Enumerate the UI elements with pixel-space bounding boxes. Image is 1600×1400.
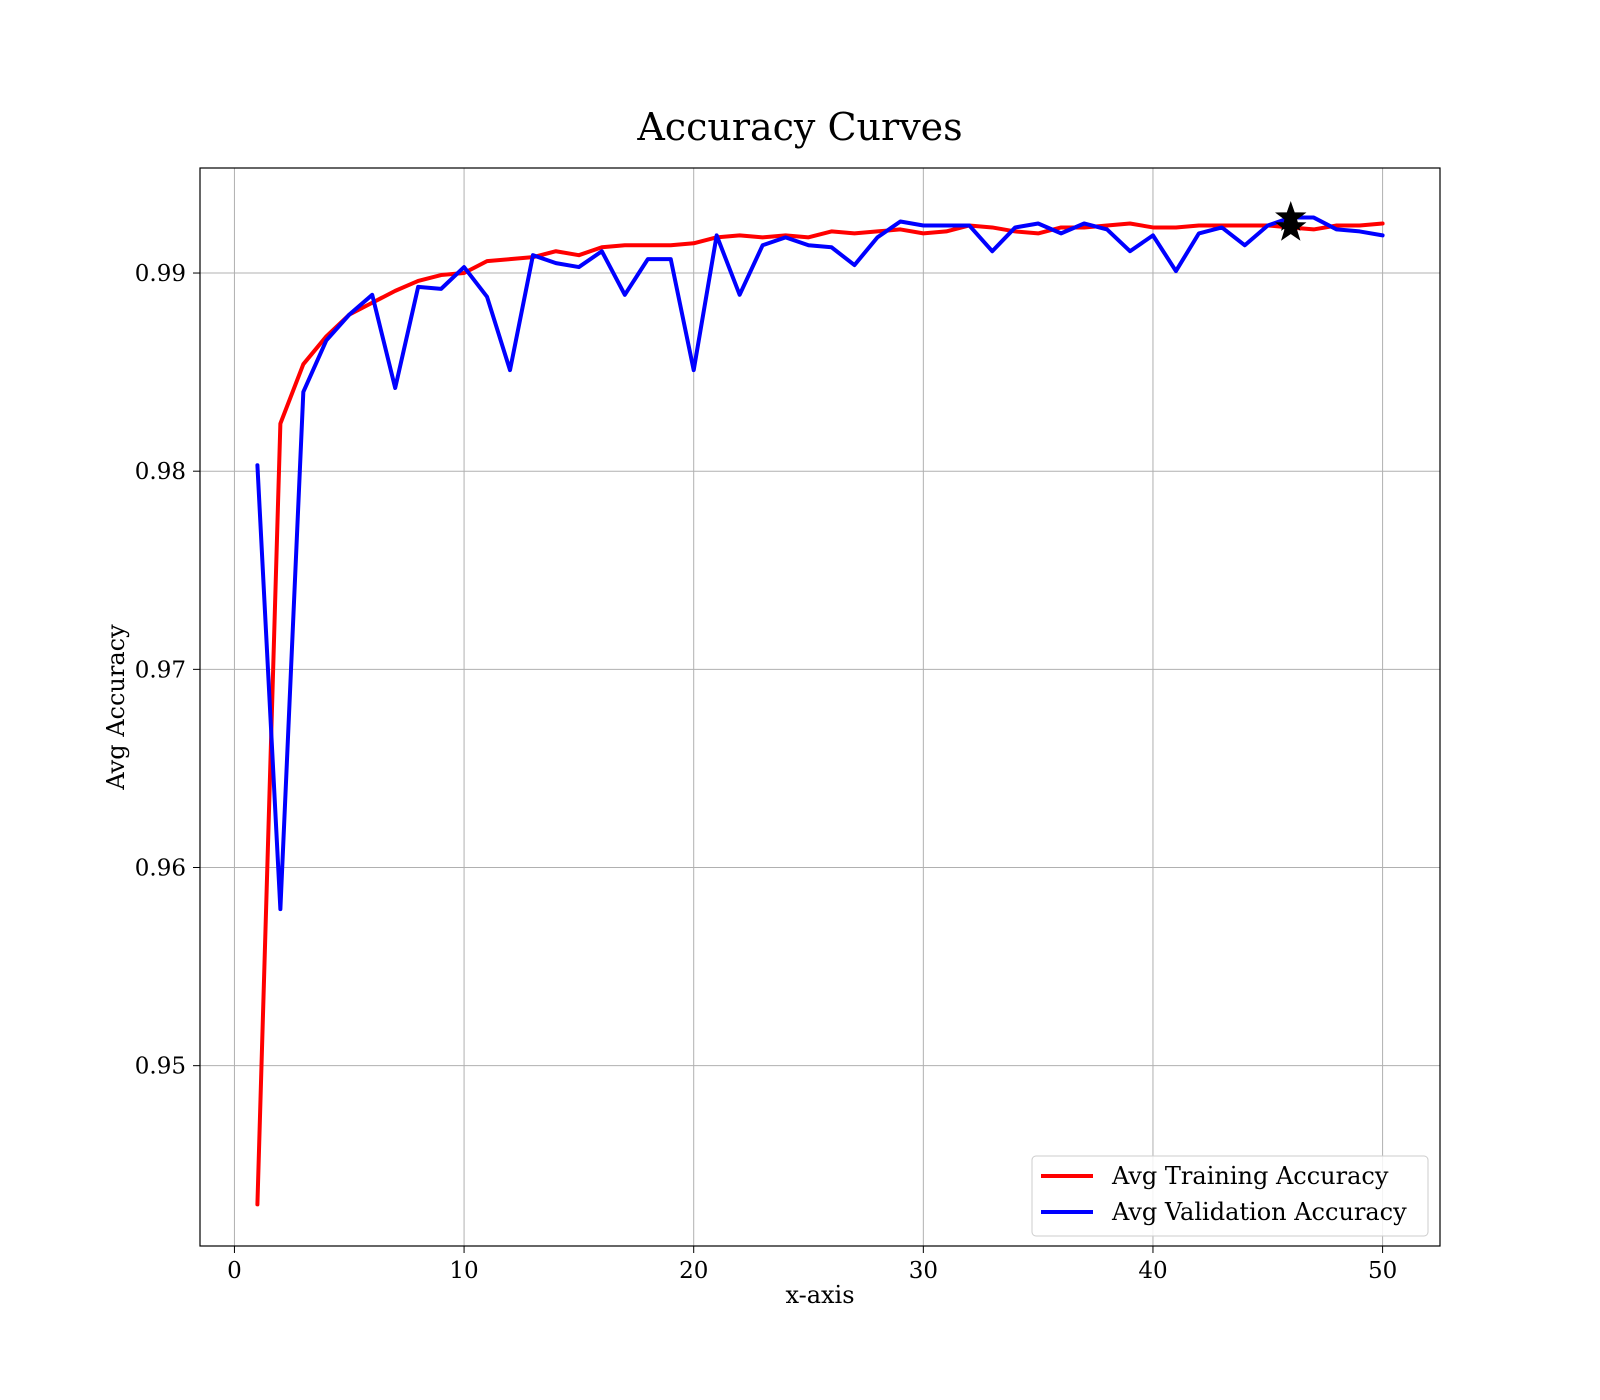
y-tick-label: 0.97: [135, 657, 186, 683]
chart-title: Accuracy Curves: [636, 105, 962, 149]
x-tick-label: 30: [909, 1258, 938, 1284]
y-tick-label: 0.99: [135, 261, 186, 287]
series-lines: [255, 215, 1385, 1207]
y-axis-label: Avg Accuracy: [102, 624, 130, 791]
grid: [200, 168, 1440, 1246]
x-tick-label: 40: [1138, 1258, 1167, 1284]
plot-frame: [199, 167, 1441, 1247]
axis-ticks: 0 10 20 30 40 50 0.95 0.96 0.97 0.98 0.99: [135, 261, 1397, 1284]
legend-label-validation: Avg Validation Accuracy: [1111, 1198, 1407, 1226]
legend-label-training: Avg Training Accuracy: [1111, 1162, 1389, 1190]
training-accuracy-line: [255, 221, 1385, 1207]
x-tick-label: 10: [449, 1258, 478, 1284]
x-tick-label: 50: [1368, 1258, 1397, 1284]
x-tick-label: 20: [679, 1258, 708, 1284]
y-tick-label: 0.98: [135, 459, 186, 485]
legend-box: [1031, 1155, 1429, 1237]
validation-accuracy-line: [255, 215, 1385, 912]
y-tick-label: 0.96: [135, 856, 186, 882]
star-markers: [1275, 201, 1307, 241]
x-axis-label: x-axis: [785, 1281, 854, 1309]
legend: Avg Training Accuracy Avg Validation Acc…: [1031, 1155, 1429, 1237]
x-tick-label: 0: [227, 1258, 242, 1284]
star-marker: [1275, 210, 1307, 241]
y-tick-label: 0.95: [135, 1054, 186, 1080]
